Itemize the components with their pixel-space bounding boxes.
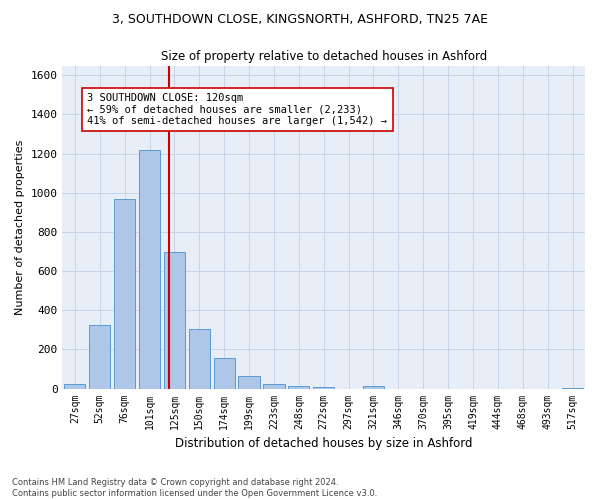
Bar [263,384,284,388]
Bar [214,358,235,388]
Bar [114,198,135,388]
Bar [189,329,210,388]
Bar [313,386,334,388]
Bar [238,376,260,388]
Text: Contains HM Land Registry data © Crown copyright and database right 2024.
Contai: Contains HM Land Registry data © Crown c… [12,478,377,498]
X-axis label: Distribution of detached houses by size in Ashford: Distribution of detached houses by size … [175,437,472,450]
Title: Size of property relative to detached houses in Ashford: Size of property relative to detached ho… [161,50,487,63]
Y-axis label: Number of detached properties: Number of detached properties [15,140,25,314]
Bar [288,386,310,388]
Text: 3 SOUTHDOWN CLOSE: 120sqm
← 59% of detached houses are smaller (2,233)
41% of se: 3 SOUTHDOWN CLOSE: 120sqm ← 59% of detac… [88,93,388,126]
Bar [139,150,160,388]
Text: 3, SOUTHDOWN CLOSE, KINGSNORTH, ASHFORD, TN25 7AE: 3, SOUTHDOWN CLOSE, KINGSNORTH, ASHFORD,… [112,12,488,26]
Bar [164,252,185,388]
Bar [89,325,110,388]
Bar [363,386,384,388]
Bar [64,384,85,388]
